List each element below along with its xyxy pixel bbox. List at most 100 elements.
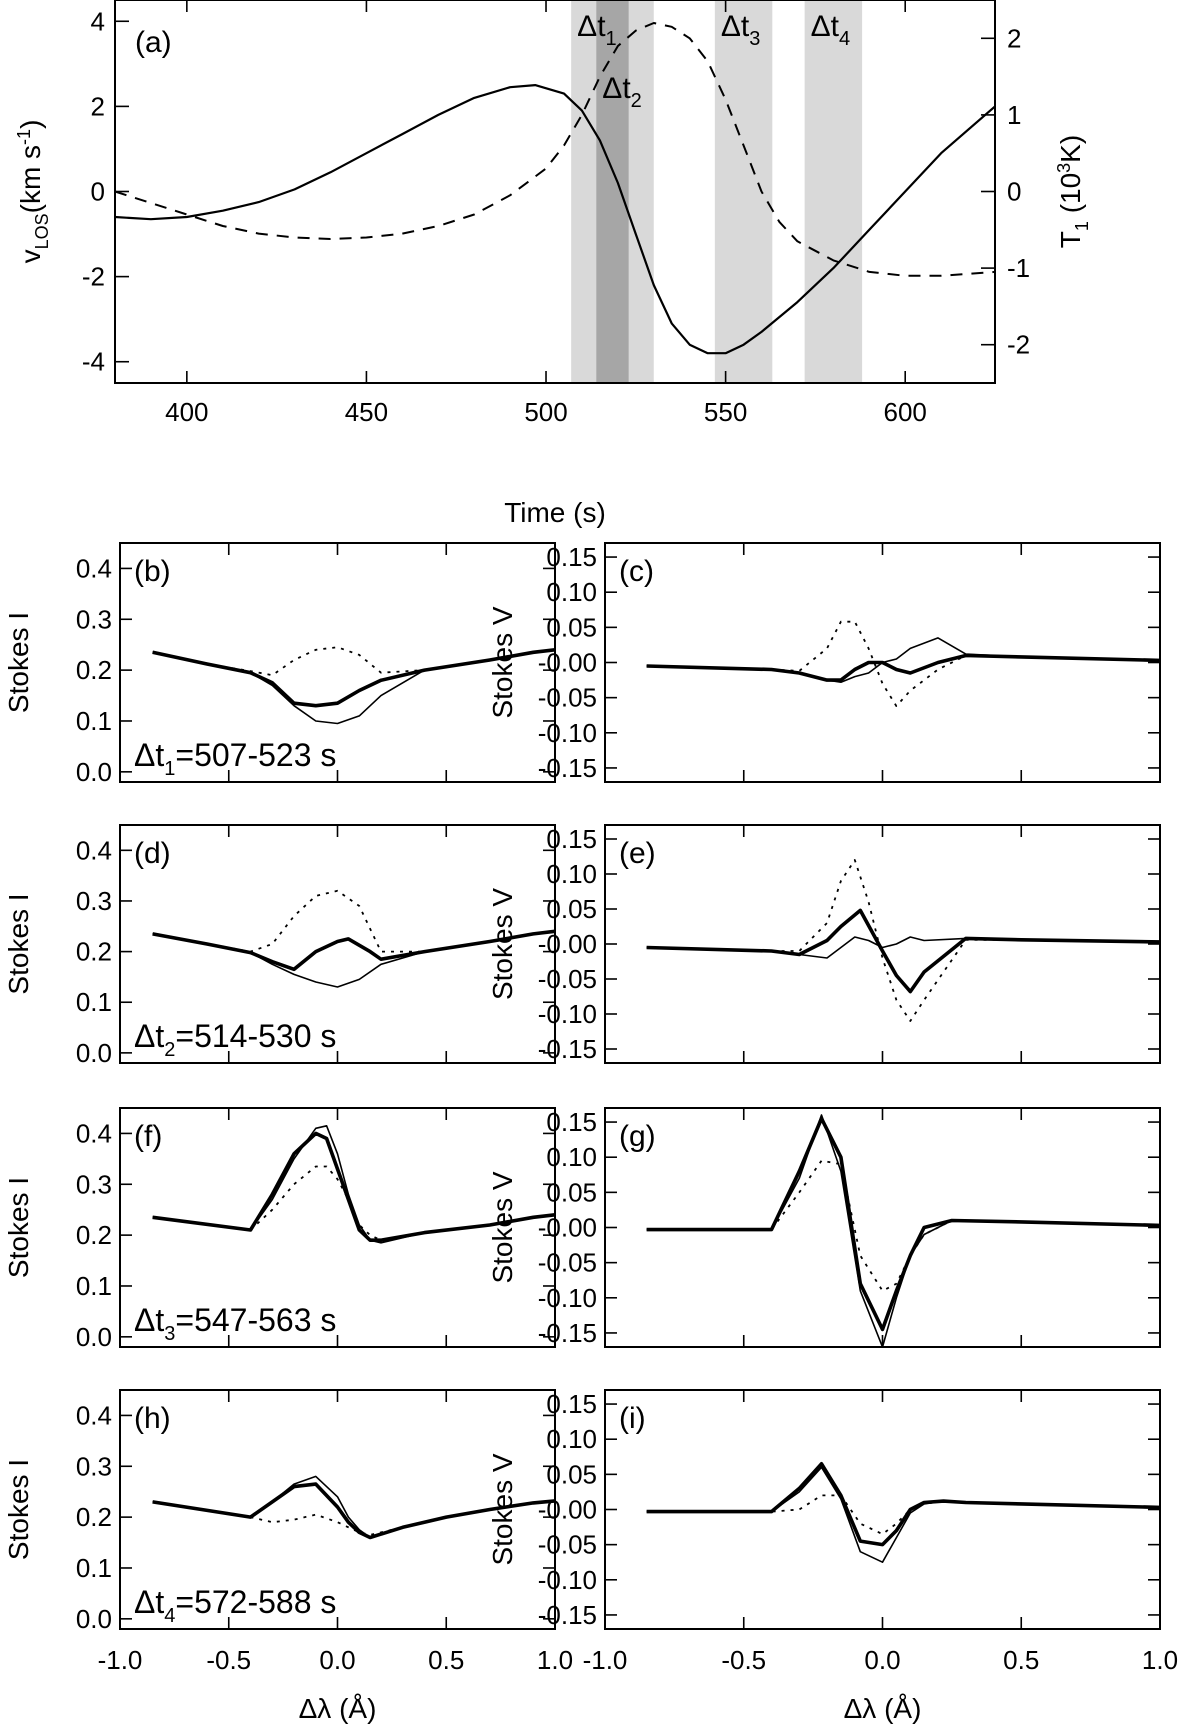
y-tick-label: 0.4 <box>76 835 112 865</box>
panel-label-b: (b) <box>134 555 171 588</box>
y2-tick-label: 2 <box>1007 23 1021 53</box>
panel-label-i: (i) <box>619 1402 646 1435</box>
profile-dotted <box>152 646 555 677</box>
profile-lines <box>646 620 1160 707</box>
profile-thin <box>152 1125 555 1244</box>
y-tick-label: -2 <box>82 262 105 292</box>
y-tick-label: 0.4 <box>76 553 112 583</box>
y-tick-label: 0.2 <box>76 1220 112 1250</box>
y-tick-label: 0.05 <box>546 894 597 924</box>
profile-dotted <box>646 859 1160 1022</box>
profile-thin <box>646 1466 1160 1563</box>
profile-lines <box>646 1462 1160 1563</box>
y-tick-label: 0.0 <box>76 1322 112 1352</box>
y-tick-label: 0.10 <box>546 1424 597 1454</box>
panel-a-frame <box>114 0 996 384</box>
profile-lines <box>646 859 1160 1022</box>
profile-lines <box>152 1475 555 1540</box>
y2-axis-title: T1 (103K) <box>1054 135 1092 248</box>
y-tick-label: 0.2 <box>76 1502 112 1532</box>
y-tick-label: 0.15 <box>546 1389 597 1419</box>
y2-tick-label: -2 <box>1007 330 1030 360</box>
panel-frame <box>604 1389 1161 1630</box>
profile-thick <box>646 908 1160 994</box>
interval-label-3: Δt3 <box>721 10 761 50</box>
profile-dotted <box>646 1494 1160 1535</box>
x-tick-label: 0.5 <box>428 1645 464 1675</box>
y-tick-label: 0.0 <box>76 757 112 787</box>
x-tick-label: 0.5 <box>1003 1645 1039 1675</box>
panel-frame <box>604 824 1161 1064</box>
panel-label-e: (e) <box>619 837 656 870</box>
y-tick-label: -0.00 <box>538 648 597 678</box>
y-tick-label: -0.15 <box>538 753 597 783</box>
y-tick-label: -0.15 <box>538 1034 597 1064</box>
profile-lines <box>152 646 555 725</box>
panel-label-d: (d) <box>134 837 171 870</box>
panel-label-g: (g) <box>619 1120 656 1153</box>
panel-label-h: (h) <box>134 1402 171 1435</box>
y-axis-title: Stokes V <box>487 888 518 1000</box>
y-tick-label: 0.0 <box>76 1604 112 1634</box>
panel-label-c: (c) <box>619 555 654 588</box>
y-tick-label: 0.2 <box>76 655 112 685</box>
y-tick-label: -0.15 <box>538 1600 597 1630</box>
y-tick-label: -0.10 <box>538 718 597 748</box>
panel-label-a: (a) <box>135 26 172 59</box>
interval-annotation: Δt3=547-563 s <box>134 1302 336 1345</box>
x-tick-label: 1.0 <box>1142 1645 1178 1675</box>
profile-thin <box>152 649 555 725</box>
y-axis-title: Stokes I <box>3 612 34 713</box>
x-tick-label: 500 <box>524 397 567 427</box>
y-tick-label: 0.15 <box>546 542 597 572</box>
profile-lines <box>646 1114 1160 1347</box>
y-tick-label: -0.10 <box>538 1565 597 1595</box>
x-axis-title: Time (s) <box>504 497 606 528</box>
panel-i: 0.15 0.10 0.05 -0.00 -0.05 -0.10 -0.15 -1.0 -0.5… <box>487 1389 1178 1724</box>
panel-a: 400 450 500 550 600 4 2 0 -2 -4 2 1 0 -1 -2 (a) Δt1 Δt2 Δt… <box>14 0 1092 528</box>
interval-band-4 <box>804 0 863 383</box>
x-tick-label: -0.5 <box>206 1645 251 1675</box>
profile-thin <box>646 936 1160 959</box>
profile-dotted <box>152 889 555 953</box>
y-tick-label: -0.10 <box>538 999 597 1029</box>
y-tick-label: 0.3 <box>76 1169 112 1199</box>
interval-label-1: Δt1 <box>577 10 617 50</box>
panel-frame <box>604 1107 1161 1348</box>
profile-lines <box>152 889 555 988</box>
y-tick-label: 0.2 <box>76 937 112 967</box>
y-axis-title: Stokes I <box>3 893 34 994</box>
panel-e: 0.15 0.10 0.05 -0.00 -0.05 -0.10 -0.15 (e) Stoke… <box>487 824 1161 1064</box>
y-tick-label: 0.05 <box>546 612 597 642</box>
panel-g: 0.15 0.10 0.05 -0.00 -0.05 -0.10 -0.15 (g) Stoke… <box>487 1107 1161 1348</box>
interval-label-2: Δt2 <box>602 72 642 112</box>
profile-thin <box>152 1475 555 1539</box>
panel-label-f: (f) <box>134 1120 162 1153</box>
interval-band-3 <box>714 0 773 383</box>
profile-thick <box>646 1462 1160 1547</box>
profile-dotted <box>646 1159 1160 1292</box>
x-axis-title: Δλ (Å) <box>844 1693 922 1724</box>
x-tick-label: 1.0 <box>537 1645 573 1675</box>
y2-tick-label: 1 <box>1007 100 1021 130</box>
x-tick-label: -1.0 <box>583 1645 628 1675</box>
x-tick-label: 450 <box>345 397 388 427</box>
panel-b: 0.4 0.3 0.2 0.1 0.0 (b) Stokes I Δt1=507-523 s <box>3 542 556 787</box>
interval-label-4: Δt4 <box>811 10 851 50</box>
y-tick-label: 0 <box>91 177 105 207</box>
panel-h: 0.4 0.3 0.2 0.1 0.0 -1.0 -0.5 0.0 0.5 1.0 (h) Stoke… <box>3 1389 573 1724</box>
panel-f: 0.4 0.3 0.2 0.1 0.0 (f) Stokes I Δt3=547-563 s <box>3 1107 556 1352</box>
y-tick-label: -0.05 <box>538 964 597 994</box>
y-tick-label: 0.3 <box>76 1451 112 1481</box>
x-tick-label: -0.5 <box>721 1645 766 1675</box>
y-axis-title: Stokes V <box>487 606 518 718</box>
x-tick-label: 600 <box>884 397 927 427</box>
y-tick-label: 0.1 <box>76 1553 112 1583</box>
y-tick-label: -4 <box>82 347 105 377</box>
y-tick-label: -0.05 <box>538 1248 597 1278</box>
interval-annotation: Δt2=514-530 s <box>134 1018 336 1061</box>
interval-overlap <box>596 0 629 383</box>
profile-dotted <box>646 620 1160 707</box>
x-axis-title: Δλ (Å) <box>299 1693 377 1724</box>
